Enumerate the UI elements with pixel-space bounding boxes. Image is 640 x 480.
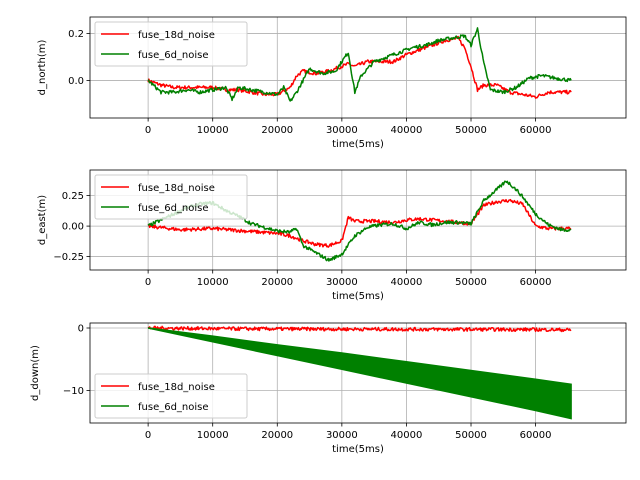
series-line-fuse_6d_noise: [147, 27, 572, 102]
x-tick-label: 10000: [197, 430, 229, 441]
legend: fuse_18d_noise fuse_6d_noise: [94, 21, 248, 67]
legend-label: fuse_18d_noise: [138, 382, 215, 393]
y-tick-label: 0.0: [68, 76, 84, 87]
legend: fuse_18d_noise fuse_6d_noise: [94, 373, 248, 419]
y-axis-label: d_east(m): [37, 195, 48, 245]
x-tick-label: 60000: [520, 430, 552, 441]
x-tick-label: 60000: [520, 125, 552, 136]
x-tick-label: 20000: [261, 277, 293, 288]
legend-label: fuse_6d_noise: [138, 50, 209, 61]
x-tick-label: 30000: [326, 430, 358, 441]
x-tick-label: 10000: [197, 125, 229, 136]
y-axis-label: d_north(m): [37, 40, 48, 96]
plot-area: [147, 325, 572, 420]
x-tick-label: 50000: [455, 430, 487, 441]
axes-frame: [89, 322, 627, 424]
x-tick-label: 30000: [326, 277, 358, 288]
x-axis-label: time(5ms): [332, 444, 384, 455]
x-tick-label: 0: [145, 430, 151, 441]
plot-area: [147, 27, 572, 102]
legend-box: [94, 21, 248, 67]
x-axis-label: time(5ms): [332, 139, 384, 150]
legend-box: [94, 174, 248, 220]
x-tick-label: 60000: [520, 277, 552, 288]
x-tick-label: 10000: [197, 277, 229, 288]
legend-label: fuse_6d_noise: [138, 203, 209, 214]
x-tick-label: 40000: [391, 125, 423, 136]
y-axis-label: d_down(m): [30, 345, 41, 401]
legend: fuse_18d_noise fuse_6d_noise: [94, 174, 248, 220]
legend-label: fuse_6d_noise: [138, 402, 209, 413]
axes-frame: [89, 169, 627, 271]
x-tick-label: 40000: [391, 430, 423, 441]
x-tick-label: 50000: [455, 125, 487, 136]
series-line-fuse_18d_noise: [147, 198, 572, 248]
legend-label: fuse_18d_noise: [138, 30, 215, 41]
chart-panel-1: 0 10000 20000 30000 40000 50000 60000 0.0 0.2 tim…: [37, 16, 627, 150]
series-line-fuse_6d_noise: [147, 327, 572, 420]
y-tick-label: 0: [78, 324, 84, 335]
y-tick-label: −0.25: [53, 252, 84, 263]
x-axis-label: time(5ms): [332, 291, 384, 302]
x-tick-label: 20000: [261, 430, 293, 441]
axes-frame: [89, 16, 627, 119]
x-tick-label: 40000: [391, 277, 423, 288]
y-tick-label: 0.25: [62, 191, 84, 202]
series-line-fuse_18d_noise: [147, 325, 572, 333]
legend-box: [94, 373, 248, 419]
chart-panel-3: 0 10000 20000 30000 40000 50000 60000 −10 0 time(…: [30, 322, 627, 455]
x-tick-label: 30000: [326, 125, 358, 136]
legend-label: fuse_18d_noise: [138, 183, 215, 194]
chart-panel-2: 0 10000 20000 30000 40000 50000 60000 −0.25 0.00…: [37, 169, 627, 302]
x-tick-label: 0: [145, 125, 151, 136]
y-tick-label: −10: [63, 386, 84, 397]
x-tick-label: 0: [145, 277, 151, 288]
x-tick-label: 20000: [261, 125, 293, 136]
x-tick-label: 50000: [455, 277, 487, 288]
y-tick-label: 0.00: [62, 222, 84, 233]
y-tick-label: 0.2: [68, 29, 84, 40]
